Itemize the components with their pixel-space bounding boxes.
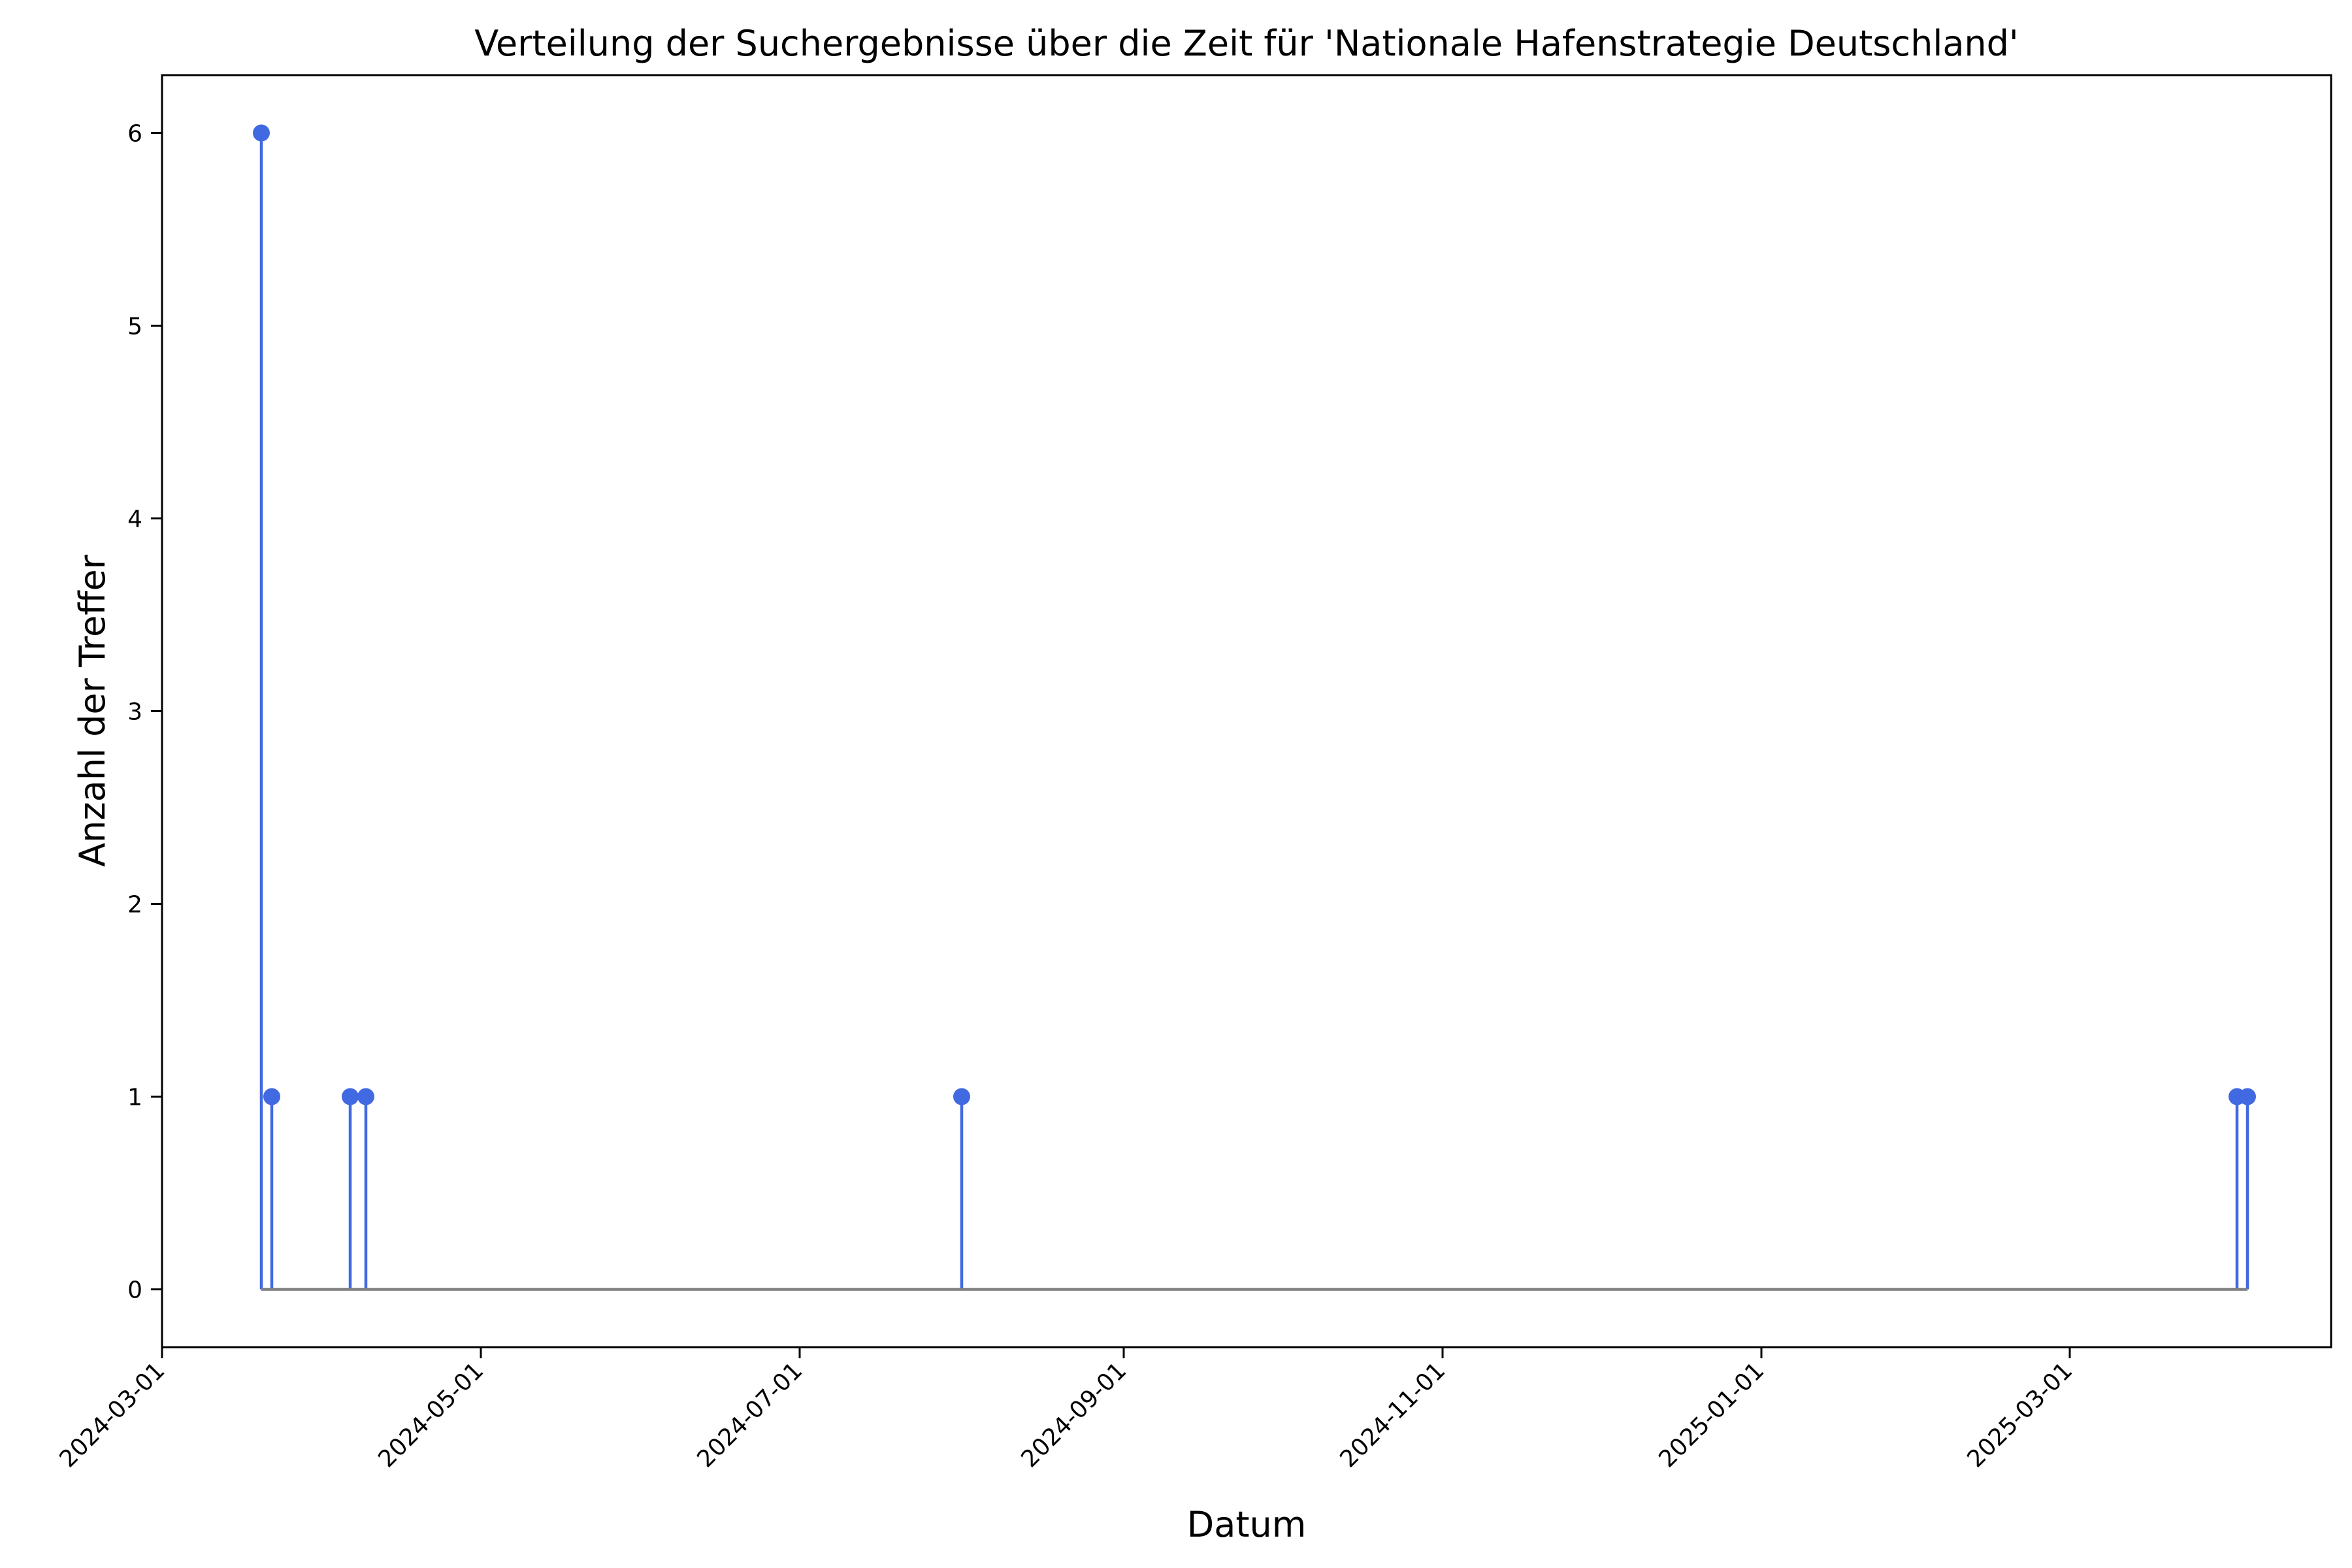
axes-frame bbox=[161, 74, 2332, 1348]
y-tick-label: 1 bbox=[127, 1085, 142, 1111]
data-point bbox=[953, 1088, 970, 1105]
plot-area bbox=[253, 124, 2256, 1291]
y-tick-label: 2 bbox=[127, 892, 142, 919]
data-point bbox=[357, 1088, 374, 1105]
y-tick-label: 6 bbox=[127, 121, 142, 148]
chart-title: Verteilung der Suchergebnisse über die Z… bbox=[474, 23, 2019, 64]
y-axis: 0 1 2 3 4 5 6 bbox=[127, 121, 162, 1304]
y-tick-label: 0 bbox=[127, 1277, 142, 1304]
data-point bbox=[263, 1088, 280, 1105]
y-tick-label: 4 bbox=[127, 506, 142, 533]
data-point bbox=[342, 1088, 359, 1105]
data-point bbox=[2239, 1088, 2256, 1105]
y-tick-label: 3 bbox=[127, 699, 142, 726]
data-point bbox=[253, 124, 270, 142]
y-axis-label: Anzahl der Treffer bbox=[72, 554, 113, 867]
y-tick-label: 5 bbox=[127, 314, 142, 340]
x-axis-label: Datum bbox=[1187, 1504, 1307, 1545]
